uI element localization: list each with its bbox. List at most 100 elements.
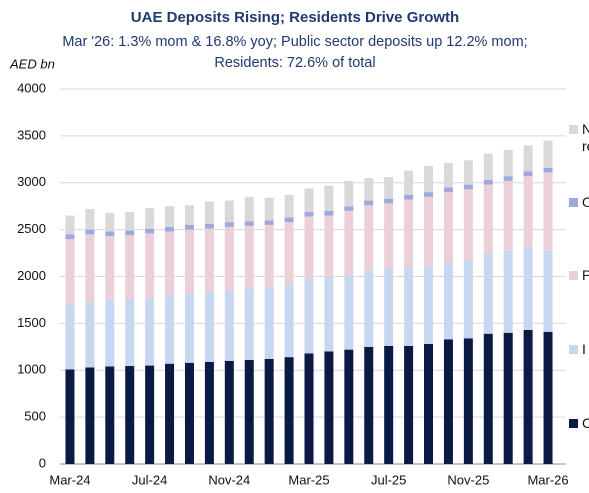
bar-segment	[523, 171, 533, 177]
bar-segment	[85, 209, 95, 230]
bar-segment	[264, 220, 274, 225]
bar-segment	[503, 332, 513, 464]
bar-segment	[543, 172, 553, 251]
bar-segment	[463, 260, 473, 339]
bar-segment	[65, 234, 75, 239]
bar-segment	[344, 349, 354, 464]
bar-segment	[503, 250, 513, 333]
legend-label: P	[582, 267, 589, 283]
bar-segment	[105, 299, 115, 367]
bar-segment	[324, 185, 334, 211]
bar-segment	[384, 198, 394, 204]
legend-label: I	[582, 341, 586, 357]
bar-segment	[165, 296, 175, 364]
bar-segment	[204, 224, 214, 229]
bar-segment	[65, 215, 75, 235]
bar-segment	[145, 228, 155, 234]
bar-segment	[65, 239, 75, 305]
bar-segment	[284, 194, 294, 218]
bar-segment	[244, 225, 254, 289]
bar-segment	[85, 234, 95, 302]
legend-label: N re	[582, 121, 589, 154]
bar-segment	[184, 229, 194, 294]
bar-segment	[304, 278, 314, 354]
bar-segment	[244, 359, 254, 464]
bar-segment	[105, 212, 115, 232]
x-tick-label: Mar-26	[527, 472, 568, 487]
bar-segment	[284, 357, 294, 464]
bar-segment	[404, 345, 414, 464]
bar-segment	[503, 180, 513, 251]
y-tick-label: 3000	[17, 174, 46, 189]
y-axis-label: AED bn	[9, 56, 55, 71]
bar-segment	[284, 222, 294, 285]
bar-segment	[125, 366, 135, 464]
bar-segment	[85, 301, 95, 368]
y-tick-label: 3500	[17, 127, 46, 142]
y-tick-label: 4000	[17, 80, 46, 95]
bar-segment	[364, 346, 374, 464]
bar-segment	[384, 203, 394, 269]
y-tick-label: 500	[24, 409, 46, 424]
bar-segment	[224, 222, 234, 227]
bar-segment	[244, 288, 254, 360]
x-tick-label: Jul-24	[132, 472, 167, 487]
bar-segment	[304, 211, 314, 217]
bar-segment	[404, 268, 414, 346]
bar-segment	[443, 339, 453, 464]
bar-segment	[145, 298, 155, 366]
y-tick-label: 2000	[17, 268, 46, 283]
bar-segment	[204, 201, 214, 224]
bar-segment	[304, 188, 314, 212]
bar-segment	[424, 266, 434, 344]
x-tick-label: Nov-24	[208, 472, 250, 487]
bar-segment	[463, 184, 473, 190]
y-tick-label: 0	[39, 455, 46, 470]
bar-segment	[145, 208, 155, 229]
bar-segment	[443, 187, 453, 193]
x-tick-label: Mar-24	[49, 472, 90, 487]
bar-segment	[424, 165, 434, 193]
bar-segment	[424, 344, 434, 464]
bar-segment	[204, 361, 214, 464]
bar-segment	[105, 366, 115, 464]
bar-segment	[384, 269, 394, 346]
bar-segment	[463, 189, 473, 261]
bar-segment	[324, 215, 334, 277]
y-tick-label: 2500	[17, 221, 46, 236]
bar-segment	[344, 206, 354, 211]
x-tick-label: Jul-25	[371, 472, 406, 487]
bar-segment	[264, 197, 274, 221]
bar-segment	[165, 363, 175, 464]
bar-segment	[344, 274, 354, 350]
bar-segment	[523, 145, 533, 172]
legend-swatch	[569, 125, 578, 134]
bar-segment	[244, 221, 254, 226]
bar-segment	[543, 331, 553, 464]
bar-segment	[523, 329, 533, 464]
bar-segment	[304, 216, 314, 279]
bar-segment	[324, 210, 334, 216]
bar-segment	[404, 199, 414, 269]
bar-segment	[184, 293, 194, 363]
bar-segment	[264, 224, 274, 287]
bar-segment	[284, 217, 294, 223]
bar-segment	[344, 180, 354, 207]
bar-segment	[384, 345, 394, 464]
bar-segment	[443, 192, 453, 262]
legend-swatch	[569, 419, 578, 428]
subtitle: Residents: 72.6% of total	[214, 55, 375, 71]
bar-segment	[224, 360, 234, 464]
bar-segment	[165, 206, 175, 227]
bar-segment	[324, 351, 334, 464]
bar-segment	[184, 362, 194, 464]
bar-segment	[503, 149, 513, 177]
bar-segment	[244, 196, 254, 222]
bar-segment	[105, 236, 115, 300]
bar-segment	[443, 261, 453, 340]
bar-segment	[125, 299, 135, 367]
bar-segment	[65, 369, 75, 464]
bar-segment	[324, 276, 334, 352]
bar-segment	[284, 284, 294, 358]
